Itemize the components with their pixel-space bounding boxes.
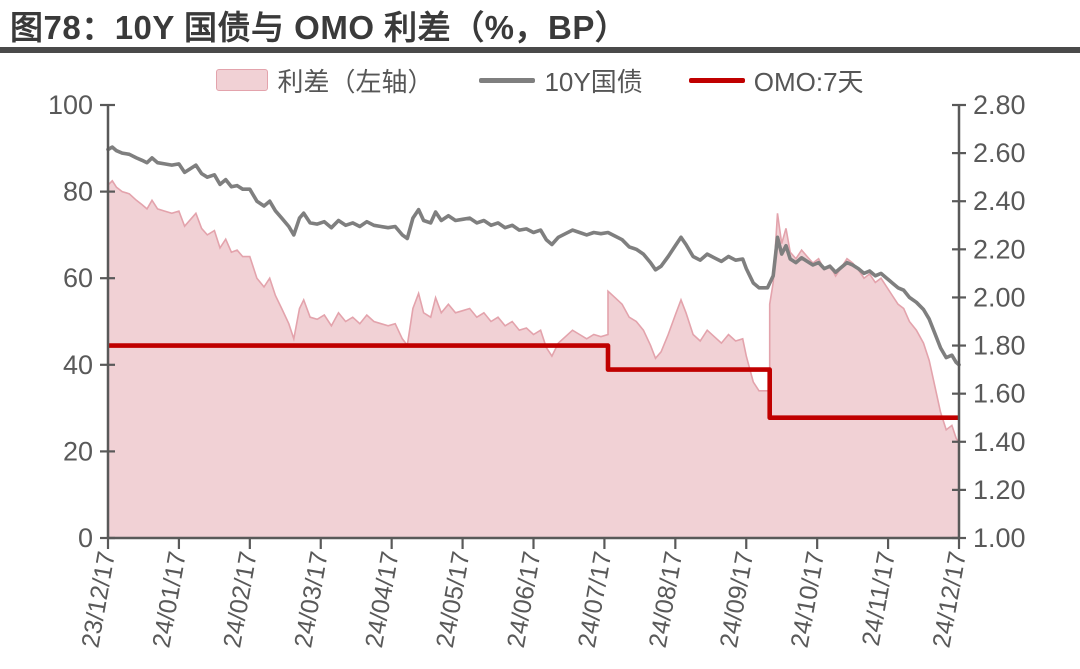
y10-line <box>106 145 961 367</box>
chart-legend: 利差（左轴） 10Y国债 OMO:7天 <box>0 60 1080 100</box>
right-tick-label: 1.00 <box>973 523 1026 553</box>
title-rule <box>0 47 1080 53</box>
right-tick-label: 2.40 <box>973 186 1026 216</box>
legend-label-10y: 10Y国债 <box>544 66 643 97</box>
left-tick-label: 0 <box>78 523 93 553</box>
x-tick-label: 24/05/17 <box>431 549 475 650</box>
right-tick-label: 1.40 <box>973 427 1026 457</box>
x-tick-label: 24/03/17 <box>289 549 333 650</box>
x-tick-label: 24/10/17 <box>786 549 830 650</box>
x-tick-label: 24/11/17 <box>857 549 901 648</box>
chart-canvas: 100 80 60 40 20 0 2.80 2.60 2.40 2.20 2.00 1.80 1.60… <box>48 95 1026 650</box>
x-tick-label: 24/12/17 <box>927 549 971 650</box>
left-tick-label: 60 <box>63 263 93 293</box>
left-tick-label: 20 <box>63 436 93 466</box>
red-line-swatch-icon <box>688 77 745 83</box>
x-tick-label: 23/12/17 <box>76 549 120 650</box>
gray-line-swatch-icon <box>479 77 536 83</box>
right-tick-label: 1.20 <box>973 475 1026 505</box>
right-tick-label: 2.80 <box>973 95 1026 120</box>
right-tick-label: 1.60 <box>973 379 1026 409</box>
x-tick-label: 24/09/17 <box>715 549 759 650</box>
right-tick-label: 2.60 <box>973 138 1026 168</box>
legend-item-omo: OMO:7天 <box>688 62 864 99</box>
x-tick-label: 24/08/17 <box>644 549 688 650</box>
right-tick-label: 1.80 <box>973 331 1026 361</box>
left-tick-label: 40 <box>63 350 93 380</box>
omo-line <box>108 343 959 421</box>
x-tick-label: 24/01/17 <box>147 549 191 650</box>
x-tick-label: 24/07/17 <box>573 549 617 650</box>
x-tick-label: 24/02/17 <box>218 549 262 650</box>
legend-item-10y: 10Y国债 <box>479 62 643 99</box>
spread-area <box>108 180 959 539</box>
legend-label-omo: OMO:7天 <box>753 66 864 97</box>
x-tick-label: 24/06/17 <box>502 549 546 650</box>
left-tick-label: 80 <box>63 177 93 207</box>
legend-label-spread: 利差（左轴） <box>277 66 434 97</box>
left-tick-label: 100 <box>48 95 93 120</box>
spread-area-swatch-icon <box>216 69 269 91</box>
legend-item-spread: 利差（左轴） <box>216 62 433 99</box>
right-tick-label: 2.20 <box>973 234 1026 264</box>
x-tick-label: 24/04/17 <box>360 549 404 650</box>
chart-title: 图78：10Y 国债与 OMO 利差（%，BP） <box>10 9 629 46</box>
right-tick-label: 2.00 <box>973 282 1026 312</box>
